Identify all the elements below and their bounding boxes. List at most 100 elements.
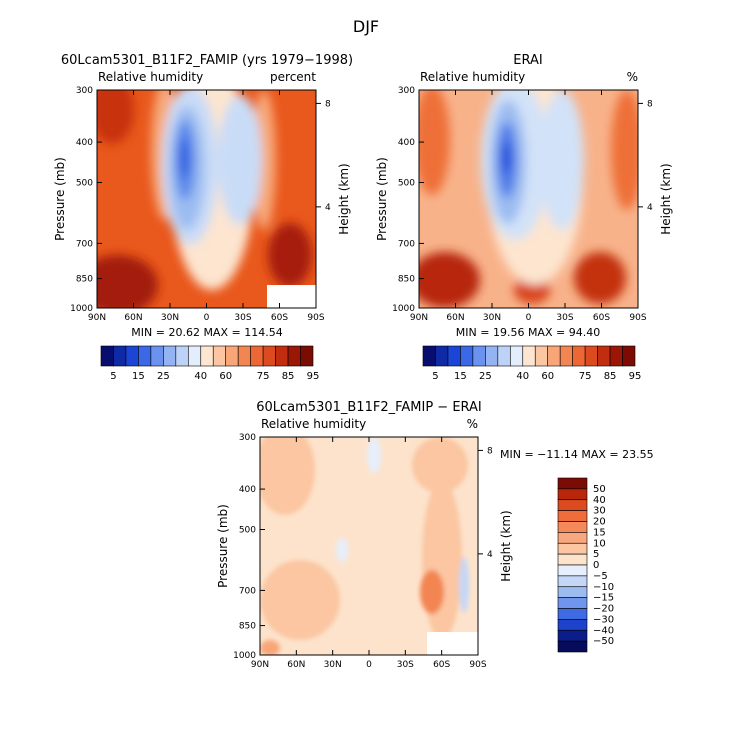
difference-field-neg-upper xyxy=(367,437,381,473)
model-colorbar-swatch xyxy=(200,345,214,367)
erai-x-tick-label: 90N xyxy=(410,313,428,323)
erai-y-tick-label: 400 xyxy=(398,138,415,148)
model-colorbar-swatch xyxy=(225,345,239,367)
erai-colorbar-label: 15 xyxy=(454,371,467,382)
erai-panel-units: % xyxy=(627,70,638,84)
model-x-tick-label: 30N xyxy=(161,313,179,323)
model-colorbar-swatch xyxy=(113,345,127,367)
difference-colorbar-swatch xyxy=(557,619,588,631)
difference-colorbar-label: −15 xyxy=(593,593,614,604)
model-y-tick-label: 400 xyxy=(76,138,93,148)
difference-colorbar-swatch xyxy=(557,553,588,566)
model-field-dry-core-outer-right xyxy=(218,95,262,225)
erai-colorbar-swatch xyxy=(497,345,511,367)
model-x-tick-label: 90N xyxy=(88,313,106,323)
model-y-tick-label: 1000 xyxy=(70,304,93,314)
model-panel: 60Lcam5301_B11F2_FAMIP (yrs 1979−1998) R… xyxy=(53,53,353,382)
model-colorbar-swatch xyxy=(100,345,114,367)
erai-colorbar-label: 75 xyxy=(579,371,592,382)
model-x-tick-label: 90S xyxy=(307,313,324,323)
erai-x-tick-label: 90S xyxy=(629,313,646,323)
difference-colorbar-swatch xyxy=(557,586,588,598)
model-colorbar-swatch xyxy=(262,345,276,367)
difference-colorbar-swatch xyxy=(557,488,588,501)
difference-colorbar-label: −5 xyxy=(593,571,608,582)
model-colorbar-swatch xyxy=(237,345,251,367)
model-colorbar-label: 15 xyxy=(132,371,145,382)
difference-x-tick-label: 90N xyxy=(251,660,269,670)
model-panel-stats: MIN = 20.62 MAX = 114.54 xyxy=(131,326,282,339)
difference-y-tick-label: 700 xyxy=(239,586,256,596)
difference-colorbar-label: 15 xyxy=(593,527,606,538)
difference-colorbar-label: 40 xyxy=(593,495,606,506)
difference-colorbar-swatch xyxy=(557,499,588,511)
erai-field-dry-core-outer-right xyxy=(540,90,584,230)
erai-height-axis-title: Height (km) xyxy=(659,163,673,234)
model-field xyxy=(97,90,316,308)
erai-colorbar-swatch xyxy=(509,345,524,367)
difference-field-pos-corner xyxy=(260,640,280,655)
model-colorbar-swatch xyxy=(150,345,164,367)
difference-x-tick-label: 30S xyxy=(397,660,414,670)
erai-colorbar-swatch xyxy=(609,345,623,367)
erai-x-tick-label: 60S xyxy=(593,313,610,323)
difference-y-tick-label: 1000 xyxy=(233,651,256,661)
erai-field-moist-lower-right xyxy=(574,252,626,304)
model-colorbar-swatch xyxy=(275,345,289,367)
difference-colorbar-swatch xyxy=(557,521,588,533)
difference-field-neg-right xyxy=(459,557,469,613)
difference-panel-variable: Relative humidity xyxy=(261,417,366,431)
difference-colorbar-swatch xyxy=(557,542,588,555)
difference-y-tick-label: 400 xyxy=(239,485,256,495)
erai-colorbar-swatch xyxy=(534,345,549,367)
model-colorbar-swatch xyxy=(175,345,189,367)
model-y-tick-label: 700 xyxy=(76,239,93,249)
difference-panel-units: % xyxy=(467,417,478,431)
erai-x-tick-label: 0 xyxy=(526,313,532,323)
erai-colorbar-label: 60 xyxy=(541,371,554,382)
erai-colorbar-label: 25 xyxy=(479,371,492,382)
difference-field-pos-upper-left xyxy=(260,437,315,515)
difference-y-tick-label: 500 xyxy=(239,525,256,535)
model-colorbar-label: 5 xyxy=(110,371,116,382)
difference-colorbar-swatch xyxy=(557,477,588,490)
difference-x-tick-label: 30N xyxy=(324,660,342,670)
erai-x-tick-label: 30N xyxy=(483,313,501,323)
erai-colorbar-label: 40 xyxy=(516,371,529,382)
erai-x-tick-label: 60N xyxy=(446,313,464,323)
erai-colorbar-swatch xyxy=(422,345,436,367)
model-x-tick-label: 60N xyxy=(124,313,142,323)
model-height-tick-label: 4 xyxy=(325,203,331,213)
erai-field-moist-lower-left xyxy=(419,252,480,308)
erai-panel: ERAI Relative humidity % MIN = 19.56 MAX… xyxy=(375,53,673,382)
difference-colorbar-swatch xyxy=(557,597,588,609)
model-field-moist-lower-left xyxy=(97,255,158,308)
model-y-tick-label: 850 xyxy=(76,275,93,285)
difference-x-tick-label: 0 xyxy=(366,660,372,670)
difference-field-below-surface xyxy=(427,632,478,655)
erai-field-moist-upper-right xyxy=(611,90,638,210)
erai-colorbar-swatch xyxy=(559,345,573,367)
erai-field xyxy=(419,90,638,308)
model-colorbar-label: 85 xyxy=(282,371,295,382)
model-field-dry-core-min xyxy=(179,138,189,178)
difference-colorbar-label: −10 xyxy=(593,582,614,593)
difference-colorbar-swatch xyxy=(557,564,588,577)
erai-y-tick-label: 850 xyxy=(398,275,415,285)
difference-colorbar-swatch xyxy=(557,510,588,522)
difference-panel: 60Lcam5301_B11F2_FAMIP − ERAI Relative h… xyxy=(216,400,654,670)
erai-colorbar-swatch xyxy=(547,345,561,367)
model-height-tick-label: 8 xyxy=(325,99,331,109)
difference-colorbar-swatch xyxy=(557,608,588,620)
erai-panel-title: ERAI xyxy=(513,53,542,68)
erai-height-tick-label: 8 xyxy=(647,99,653,109)
difference-colorbar-label: −20 xyxy=(593,604,614,615)
difference-panel-title: 60Lcam5301_B11F2_FAMIP − ERAI xyxy=(256,400,482,415)
difference-panel-stats: MIN = −11.14 MAX = 23.55 xyxy=(500,448,654,461)
model-field-moist-lower-right xyxy=(268,223,312,287)
difference-colorbar-label: 20 xyxy=(593,517,606,528)
model-colorbar-label: 95 xyxy=(307,371,320,382)
model-colorbar-swatch xyxy=(163,345,177,367)
